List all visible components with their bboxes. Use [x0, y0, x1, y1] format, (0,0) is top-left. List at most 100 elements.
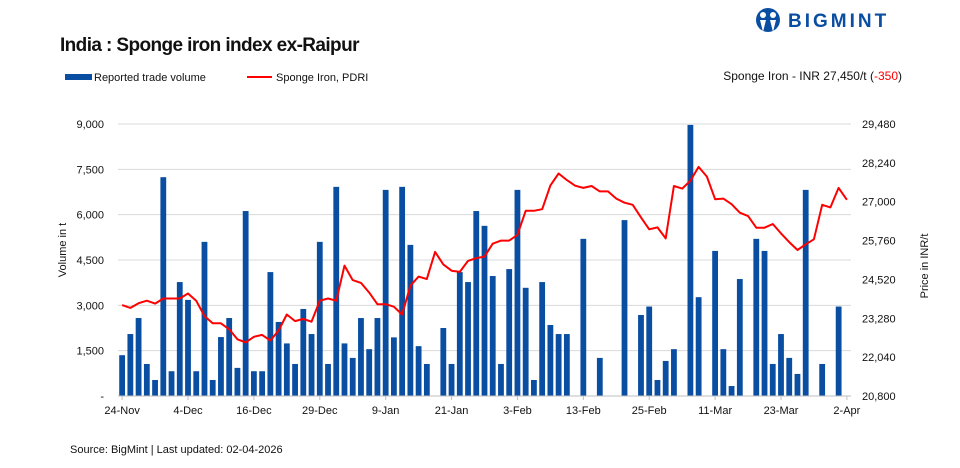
volume-bar: [176, 282, 183, 396]
volume-bar: [547, 324, 554, 396]
volume-bar: [671, 349, 677, 396]
volume-bar: [489, 276, 496, 396]
source-note: Source: BigMint | Last updated: 02-04-20…: [70, 444, 283, 456]
volume-bar: [185, 299, 191, 396]
y-right-tick-label: 24,520: [862, 274, 896, 286]
y-left-tick-label: 9,000: [76, 119, 104, 131]
volume-bar: [209, 379, 216, 396]
volume-bar: [580, 238, 587, 396]
volume-bar: [531, 379, 537, 396]
volume-bar: [242, 211, 249, 396]
volume-bar: [275, 321, 282, 396]
volume-bar: [201, 241, 208, 396]
volume-bar: [374, 318, 381, 396]
volume-bar: [127, 334, 134, 396]
volume-bar: [522, 287, 529, 396]
x-tick-label: 13-Feb: [566, 405, 601, 417]
volume-bar: [259, 371, 266, 396]
volume-bar: [448, 363, 455, 396]
volume-bar: [160, 177, 167, 396]
price-summary: Sponge Iron - INR 27,450/t (-350): [723, 69, 902, 83]
volume-bar: [778, 334, 784, 396]
y-right-tick-label: 25,760: [862, 236, 896, 248]
volume-bar: [465, 282, 471, 396]
volume-bar: [143, 363, 150, 396]
volume-bar: [341, 343, 348, 396]
y-axis-left-title: Volume in t: [57, 223, 69, 277]
volume-bar: [316, 241, 323, 396]
price-line-group: [121, 165, 848, 344]
logo-text: BIGMINT: [788, 11, 889, 32]
volume-bar: [596, 357, 603, 396]
volume-bar: [152, 379, 158, 396]
volume-bar: [415, 346, 422, 396]
x-tick-label: 25-Feb: [632, 405, 667, 417]
y-right-tick-label: 27,000: [862, 197, 896, 209]
volume-bar: [654, 379, 661, 396]
volume-bar: [300, 308, 307, 396]
volume-bar: [119, 355, 126, 396]
volume-bar: [234, 367, 241, 396]
volume-bar: [407, 244, 414, 396]
volume-bar: [358, 318, 364, 396]
y-axis-right-title: Price in INR/t: [919, 234, 931, 299]
chart-title: India : Sponge iron index ex-Raipur: [60, 35, 360, 56]
x-tick-label: 29-Dec: [302, 405, 338, 417]
volume-bar: [267, 272, 274, 396]
volume-bar: [250, 371, 257, 396]
y-left-tick-label: 1,500: [76, 346, 104, 358]
volume-bar: [325, 363, 331, 396]
volume-bar: [168, 371, 175, 396]
volume-bar: [638, 315, 644, 396]
legend-swatch-volume: [65, 74, 92, 80]
volume-bar: [794, 373, 801, 396]
volume-bar: [193, 371, 200, 396]
volume-bar: [728, 386, 735, 396]
axes: - 1,500 3,000 4,500 6,000 7,500 9,000 20,800 22,…: [76, 119, 895, 417]
volume-bar: [687, 124, 694, 396]
x-tick-label: 16-Dec: [236, 405, 272, 417]
volume-bar: [456, 272, 463, 396]
volume-bar: [423, 363, 430, 396]
volume-bar: [333, 186, 340, 396]
y-left-tick-label: 3,000: [76, 300, 104, 312]
volume-bar: [753, 238, 760, 396]
volume-bar: [769, 363, 776, 396]
bigmint-logo: BIGMINT: [756, 8, 889, 32]
volume-bar: [563, 334, 570, 396]
volume-bar: [646, 306, 653, 396]
bigmint-logo-icon: [756, 8, 780, 32]
x-tick-label: 11-Mar: [698, 405, 732, 417]
legend: Reported trade volume Sponge Iron, PDRI: [65, 72, 368, 84]
x-tick-label: 24-Nov: [104, 405, 140, 417]
volume-bar: [283, 343, 290, 396]
x-tick-label: 23-Mar: [764, 405, 799, 417]
y-right-tick-label: 23,280: [862, 313, 896, 325]
volume-bar: [786, 357, 793, 396]
volume-bars: [119, 124, 842, 396]
y-right-tick-label: 28,240: [862, 158, 896, 170]
price-line: [121, 165, 848, 344]
volume-bar: [695, 297, 702, 396]
price-summary-suffix: ): [898, 69, 902, 83]
volume-bar: [218, 337, 224, 396]
volume-bar: [506, 269, 513, 396]
volume-bar: [835, 306, 842, 396]
volume-bar: [399, 186, 406, 396]
volume-bar: [226, 318, 233, 396]
x-tick-label: 21-Jan: [435, 405, 469, 417]
volume-bar: [481, 225, 488, 396]
y-left-tick-label: 4,500: [76, 255, 104, 267]
volume-bar: [555, 334, 562, 396]
y-left-tick-label: 7,500: [76, 164, 104, 176]
x-tick-label: 3-Feb: [503, 405, 532, 417]
y-right-tick-label: 20,800: [862, 391, 896, 403]
volume-bar: [662, 360, 669, 396]
volume-bar: [473, 211, 480, 396]
volume-bar: [366, 349, 373, 396]
legend-label-price: Sponge Iron, PDRI: [276, 72, 368, 84]
y-right-tick-label: 22,040: [862, 352, 896, 364]
volume-bar: [135, 318, 142, 396]
volume-bar: [391, 337, 397, 396]
price-change: -350: [874, 69, 898, 83]
